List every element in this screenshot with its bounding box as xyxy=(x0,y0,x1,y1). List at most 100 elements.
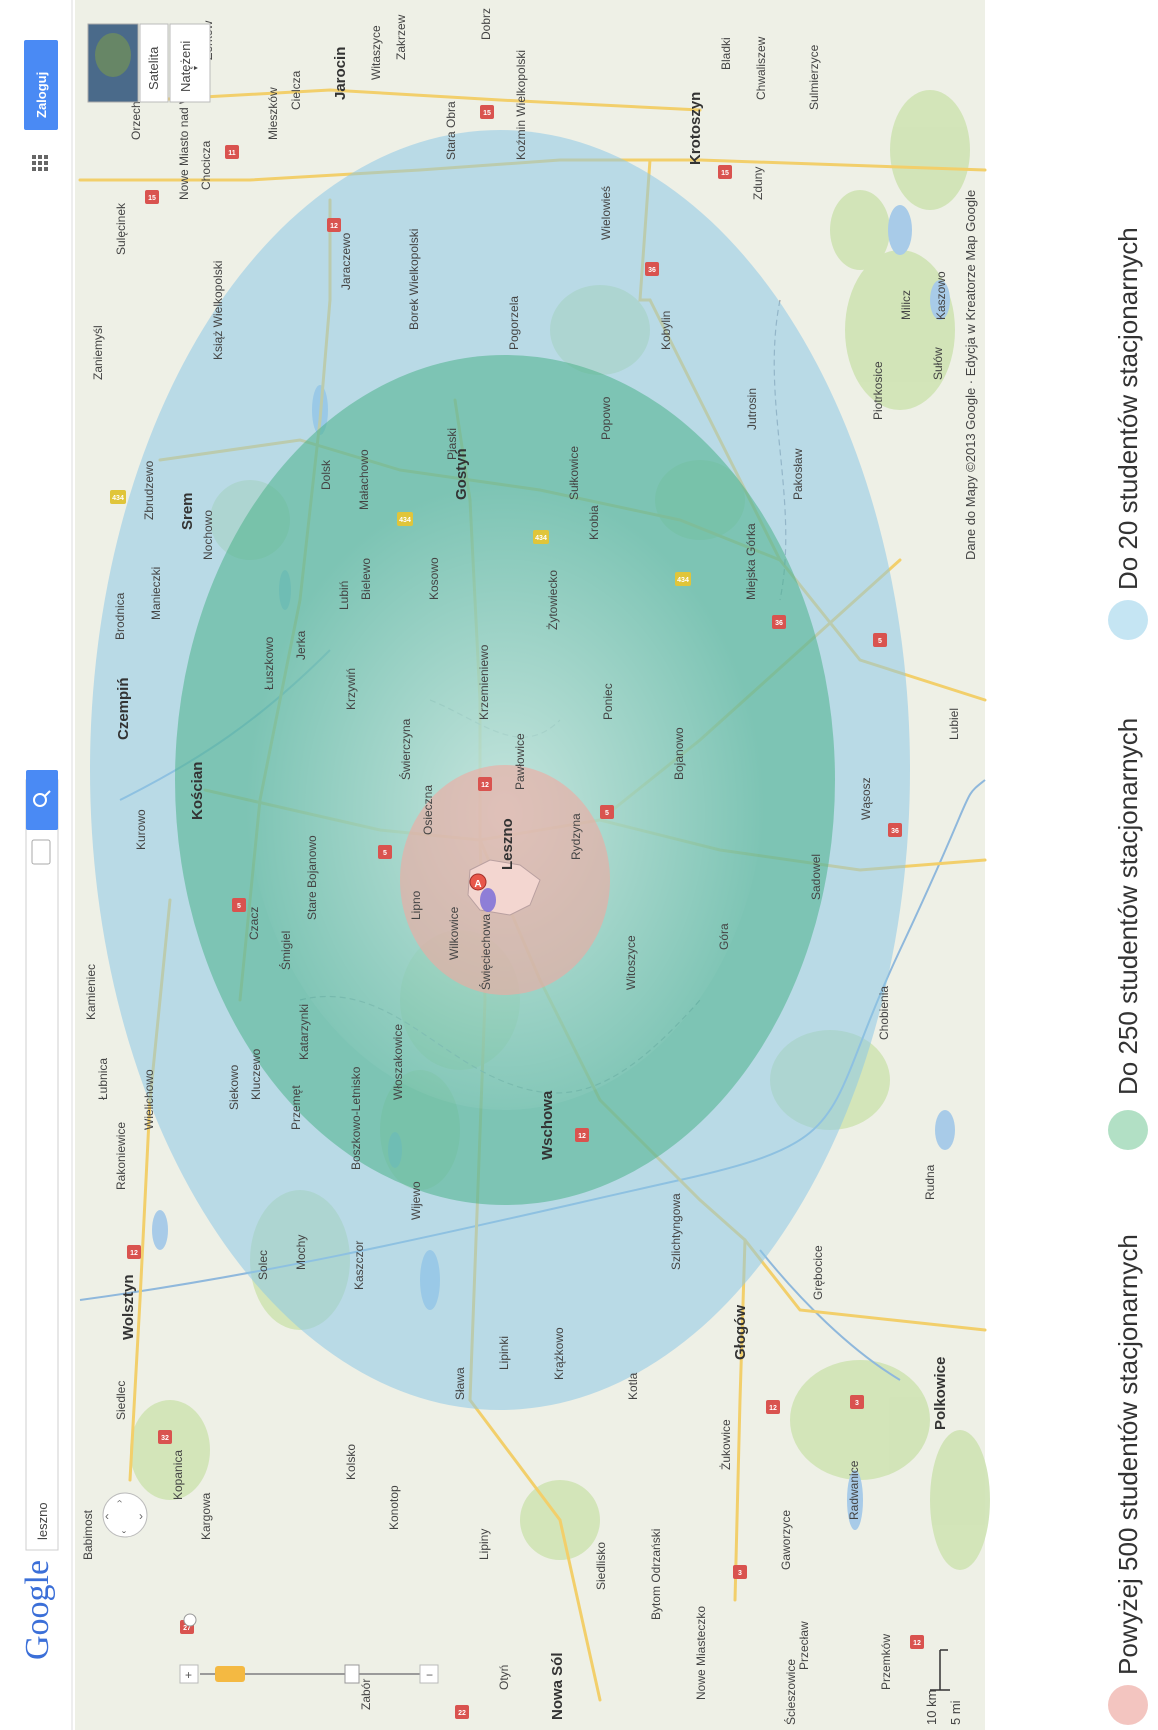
road-shield: 5 xyxy=(378,845,392,859)
place-label: Stare Bojanowo xyxy=(305,835,319,920)
chevron-down-icon: ▾ xyxy=(191,66,200,70)
place-label: Lipno xyxy=(409,890,423,920)
place-label: Otyń xyxy=(497,1665,511,1690)
legend: Powyżej 500 studentów stacjonarnych Do 2… xyxy=(990,0,1158,1730)
place-label: Babimost xyxy=(81,1509,95,1560)
place-label: Świerczyna xyxy=(398,718,413,780)
place-label: Wielichowo xyxy=(142,1069,156,1130)
pegman-icon[interactable] xyxy=(215,1666,245,1682)
svg-text:12: 12 xyxy=(130,1250,138,1257)
place-label: Kluczewo xyxy=(249,1048,263,1100)
place-label: Grębocice xyxy=(811,1245,825,1300)
road-shield: 5 xyxy=(600,805,614,819)
apps-grid-icon[interactable] xyxy=(32,155,48,171)
satellite-button[interactable] xyxy=(139,23,169,103)
legend-swatch xyxy=(1108,1110,1148,1150)
place-label: Sulęcinek xyxy=(114,202,128,255)
zoom-out-button[interactable] xyxy=(419,1664,439,1684)
search-input[interactable] xyxy=(25,779,59,1551)
location-dot-icon[interactable] xyxy=(183,1613,197,1627)
svg-text:15: 15 xyxy=(148,195,156,202)
zoom-out-icon: − xyxy=(426,1668,433,1682)
road-shield: 36 xyxy=(645,262,659,276)
place-label: Rudna xyxy=(923,1164,937,1200)
place-label: Borek Wielkopolski xyxy=(407,229,421,330)
zoom-control[interactable]: + − xyxy=(179,1613,439,1684)
road-shield: 36 xyxy=(888,823,902,837)
map-type-control[interactable]: Satelita Natężeni ▾ xyxy=(87,23,211,103)
place-label: Cielcza xyxy=(289,70,303,110)
place-label: Siekowo xyxy=(227,1064,241,1110)
place-label: Kopanica xyxy=(171,1450,185,1500)
place-label: Solec xyxy=(256,1250,270,1280)
pan-right-icon[interactable]: › xyxy=(139,1509,143,1523)
place-label: Leszno xyxy=(499,818,516,870)
svg-text:36: 36 xyxy=(648,267,656,274)
place-label: Polkowice xyxy=(932,1357,949,1430)
place-label: Piaski xyxy=(445,428,459,460)
zoom-slider-handle[interactable] xyxy=(344,1664,360,1684)
login-button[interactable] xyxy=(24,40,58,130)
traffic-button[interactable] xyxy=(169,23,211,103)
traffic-label: Natężeni xyxy=(178,41,193,92)
place-label: Mieszków xyxy=(266,87,280,140)
place-label: Milicz xyxy=(899,290,913,320)
pan-control[interactable]: › ‹ › ˇ xyxy=(102,1492,148,1543)
place-label: Popowo xyxy=(599,396,613,440)
place-label: Siedlisko xyxy=(594,1542,608,1590)
place-label: Sadowel xyxy=(809,854,823,900)
road-shield: 434 xyxy=(533,530,549,544)
place-label: Chocicza xyxy=(199,140,213,190)
place-label: Pogorzela xyxy=(507,296,521,350)
legend-label: Do 20 studentów stacjonarnych xyxy=(1113,227,1143,590)
pan-left-icon[interactable]: ‹ xyxy=(105,1509,109,1523)
svg-text:12: 12 xyxy=(481,782,489,789)
search-button[interactable] xyxy=(26,770,58,830)
place-label: Małachowo xyxy=(357,449,371,510)
svg-text:32: 32 xyxy=(161,1435,169,1442)
place-label: Krążkowo xyxy=(552,1327,566,1380)
place-label: Poniec xyxy=(601,683,615,720)
map-canvas[interactable]: A 12 5 5 5 12 434 434 434 434 12 32 15 1… xyxy=(75,0,990,1730)
scale-bar: 10 km 5 mi xyxy=(924,1649,963,1725)
place-label: Kargowa xyxy=(199,1492,213,1540)
place-label: Przemków xyxy=(879,1634,893,1690)
road-shield: 22 xyxy=(455,1705,469,1719)
road-shields: 12 5 5 5 12 434 434 434 434 12 32 15 15 … xyxy=(110,105,924,1719)
place-label: Nowe Miasto nad Wartą xyxy=(177,72,191,200)
login-label: Zaloguj xyxy=(34,72,49,118)
pan-up-icon[interactable]: › xyxy=(114,1500,125,1503)
place-label: Krobia xyxy=(587,505,601,540)
keyboard-icon[interactable] xyxy=(31,839,51,865)
place-label: Wijewo xyxy=(409,1181,423,1220)
road-shield: 32 xyxy=(158,1430,172,1444)
scale-km: 10 km xyxy=(924,1690,939,1725)
place-label: Chwaliszew xyxy=(754,36,768,100)
place-label: Góra xyxy=(717,923,731,950)
place-label: Lubiń xyxy=(337,581,351,610)
place-label: Czacz xyxy=(247,907,261,940)
road-shield: 11 xyxy=(225,145,239,159)
place-label: Rakoniewice xyxy=(114,1122,128,1190)
place-label: Kościan xyxy=(189,762,206,820)
svg-text:5: 5 xyxy=(237,903,241,910)
place-label: Dobrz xyxy=(479,8,493,40)
scale-mi: 5 mi xyxy=(948,1700,963,1725)
place-label: Sulmierzyce xyxy=(807,44,821,110)
map-marker-a[interactable]: A xyxy=(469,873,496,912)
place-label: Wilkowice xyxy=(447,906,461,960)
pan-down-icon[interactable]: ˇ xyxy=(122,1529,126,1543)
place-label: Pawłowice xyxy=(513,733,527,790)
svg-text:5: 5 xyxy=(383,850,387,857)
place-label: Bojanowo xyxy=(672,727,686,780)
place-label: Bytom Odrzański xyxy=(649,1529,663,1620)
road-shield: 15 xyxy=(145,190,159,204)
place-label: Kolsko xyxy=(344,1444,358,1480)
road-shield: 12 xyxy=(478,777,492,791)
svg-text:3: 3 xyxy=(738,1570,742,1577)
place-label: Sułów xyxy=(931,347,945,380)
zoom-in-button[interactable] xyxy=(179,1664,199,1684)
svg-text:36: 36 xyxy=(891,828,899,835)
satellite-label: Satelita xyxy=(146,46,161,90)
map-attribution[interactable]: Dane do Mapy ©2013 Google · Edycja w Kre… xyxy=(963,190,978,560)
